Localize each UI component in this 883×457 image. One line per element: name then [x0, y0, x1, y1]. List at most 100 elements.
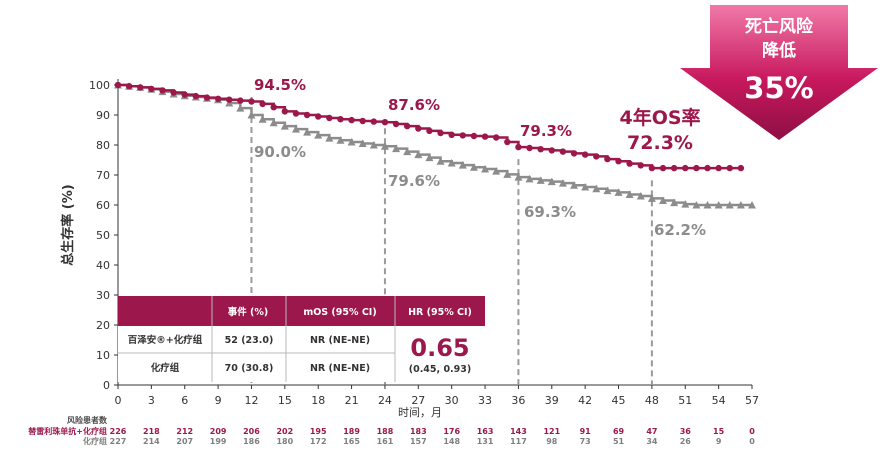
- annotations: 94.5% 90.0% 87.6% 79.6% 79.3% 69.3% 4年OS…: [254, 76, 706, 239]
- risk-cell: 163: [477, 427, 494, 436]
- data-point: [592, 184, 601, 193]
- data-point: [403, 147, 412, 156]
- risk-cell: 195: [310, 427, 327, 436]
- data-point: [515, 143, 522, 151]
- summary-row1-name: 百泽安®+化疗组: [128, 334, 203, 346]
- data-point: [558, 179, 567, 187]
- data-point: [392, 120, 400, 128]
- risk-row1-label: 替雷利珠单抗+化疗组: [28, 426, 107, 436]
- data-point: [670, 198, 679, 207]
- annotation-12-treat: 94.5%: [254, 76, 306, 94]
- data-point: [159, 87, 166, 94]
- risk-cell: 117: [510, 437, 527, 446]
- risk-cell: 183: [410, 427, 427, 436]
- risk-cell: 51: [613, 437, 625, 446]
- data-point: [347, 138, 356, 146]
- x-axis-label: 时间，月: [398, 406, 442, 419]
- risk-cell: 218: [143, 427, 160, 436]
- data-point: [525, 174, 534, 183]
- summary-row2-name: 化疗组: [151, 362, 180, 374]
- risk-cell: 180: [276, 437, 293, 446]
- risk-title: 风险患者数: [67, 415, 108, 425]
- x-tick-label: 48: [645, 394, 659, 407]
- risk-cell: 69: [613, 427, 625, 436]
- data-point: [447, 159, 456, 167]
- data-point: [459, 132, 467, 139]
- y-tick-label: 90: [96, 109, 110, 122]
- data-point: [392, 144, 401, 153]
- data-point: [614, 188, 623, 196]
- x-tick-label: 57: [745, 394, 759, 407]
- data-point: [659, 196, 668, 204]
- data-point: [536, 176, 545, 184]
- badge-line1: 死亡风险: [745, 16, 814, 37]
- summary-row2-mos: NR (NE-NE): [310, 363, 370, 374]
- data-point: [337, 116, 344, 123]
- data-point: [292, 110, 300, 117]
- data-point: [625, 190, 634, 198]
- data-point: [148, 85, 155, 93]
- risk-cell: 15: [713, 427, 725, 436]
- data-point: [503, 170, 512, 178]
- data-point: [448, 131, 455, 138]
- data-point: [659, 164, 667, 172]
- data-point: [737, 164, 745, 172]
- x-tick-label: 12: [244, 394, 258, 407]
- annotation-24-ctrl: 79.6%: [388, 172, 440, 190]
- risk-cell: 36: [680, 427, 692, 436]
- data-point: [269, 118, 278, 127]
- x-tick-label: 3: [148, 394, 155, 407]
- risk-cell: 189: [343, 427, 360, 436]
- x-tick-label: 45: [612, 394, 626, 407]
- summary-hr-ci: (0.45, 0.93): [409, 364, 471, 375]
- data-point: [504, 138, 511, 146]
- summary-row2-events: 70 (30.8): [225, 363, 274, 374]
- y-tick-label: 20: [96, 319, 110, 332]
- x-tick-label: 15: [278, 394, 292, 407]
- annotation-48-ctrl: 62.2%: [654, 221, 706, 239]
- summary-body-bg: [118, 326, 485, 382]
- summary-header-hr: HR (95% CI): [408, 307, 472, 318]
- data-point: [203, 94, 211, 101]
- summary-hr-value: 0.65: [410, 334, 469, 362]
- data-point: [369, 141, 378, 149]
- data-point: [469, 163, 478, 171]
- x-tick-label: 54: [712, 394, 726, 407]
- y-tick-label: 30: [96, 289, 110, 302]
- data-point: [492, 134, 500, 141]
- x-tick-label: 51: [678, 394, 692, 407]
- risk-cell: 0: [749, 427, 755, 436]
- risk-cell: 188: [377, 427, 394, 436]
- risk-cell: 143: [510, 427, 527, 436]
- data-point: [370, 118, 378, 125]
- data-point: [626, 160, 633, 167]
- data-point: [570, 150, 578, 157]
- data-point: [403, 122, 411, 130]
- x-tick-label: 0: [115, 394, 122, 407]
- x-tick-label: 42: [578, 394, 592, 407]
- summary-table: 事件 (%) mOS (95% CI) HR (95% CI) 百泽安®+化疗组…: [118, 296, 485, 382]
- x-tick-label: 30: [445, 394, 459, 407]
- x-tick-label: 27: [411, 394, 425, 407]
- data-point: [326, 114, 333, 122]
- risk-cell: 34: [646, 437, 658, 446]
- data-point: [581, 151, 589, 158]
- data-point: [114, 81, 122, 89]
- data-point: [236, 104, 245, 112]
- data-point: [381, 119, 389, 126]
- risk-cell: 131: [477, 437, 494, 446]
- summary-row1-mos: NR (NE-NE): [310, 335, 370, 346]
- risk-cell: 26: [680, 437, 692, 446]
- data-point: [458, 161, 467, 169]
- risk-cell: 0: [749, 437, 755, 446]
- risk-cell: 47: [646, 427, 657, 436]
- annotation-36-treat: 79.3%: [520, 122, 572, 140]
- data-point: [247, 111, 256, 119]
- summary-header-mos: mOS (95% CI): [303, 307, 376, 318]
- risk-cell: 176: [443, 427, 460, 436]
- data-point: [425, 153, 434, 162]
- risk-cell: 121: [543, 427, 560, 436]
- x-tick-label: 33: [478, 394, 492, 407]
- y-axis-label: 总生存率 (%): [60, 184, 76, 265]
- data-point: [303, 128, 312, 136]
